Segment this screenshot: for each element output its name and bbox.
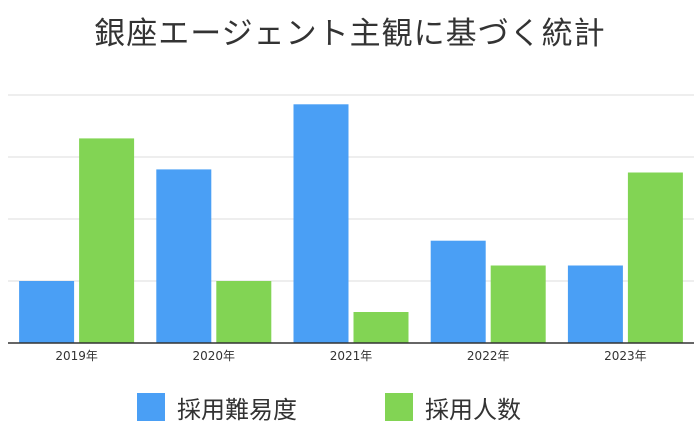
legend-label-series-2: 採用人数 xyxy=(425,395,521,424)
bar-series-2-2020年 xyxy=(216,281,272,343)
bar-series-1-2019年 xyxy=(19,281,75,343)
legend-label-series-1: 採用難易度 xyxy=(177,395,297,424)
bar-series-1-2022年 xyxy=(430,240,486,343)
x-tick-label: 2021年 xyxy=(330,349,373,363)
legend-item-series-2: 採用人数 xyxy=(385,392,521,424)
x-tick-label: 2023年 xyxy=(604,349,647,363)
bar-series-1-2021年 xyxy=(293,104,349,343)
legend-item-series-1: 採用難易度 xyxy=(137,392,297,424)
legend-swatch-series-2 xyxy=(385,393,413,421)
bar-series-2-2019年 xyxy=(79,138,135,343)
chart-title: 銀座エージェント主観に基づく統計 xyxy=(94,16,606,52)
bar-series-1-2020年 xyxy=(156,169,212,343)
bar-series-2-2022年 xyxy=(490,265,546,343)
x-tick-label: 2019年 xyxy=(55,349,98,363)
bar-series-2-2021年 xyxy=(353,312,409,343)
legend-swatch-series-1 xyxy=(137,393,165,421)
x-tick-label: 2022年 xyxy=(467,349,510,363)
x-tick-label: 2020年 xyxy=(193,349,236,363)
bar-series-1-2023年 xyxy=(567,265,623,343)
bar-series-2-2023年 xyxy=(627,172,683,343)
